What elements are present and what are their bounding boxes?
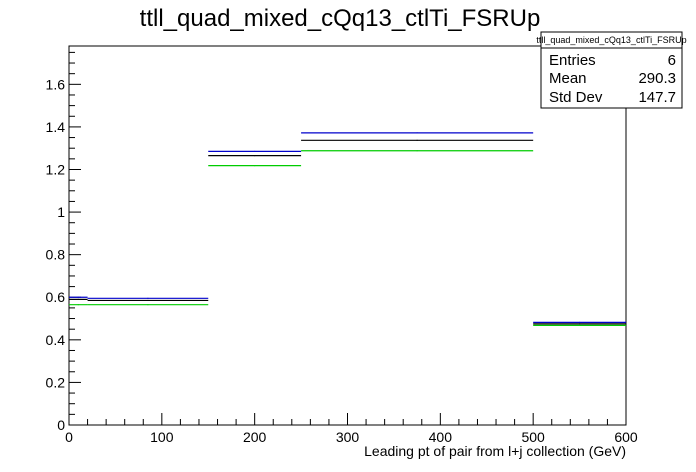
- stats-box-title: ttll_quad_mixed_cQq13_ctlTi_FSRUp: [536, 35, 686, 45]
- stats-box-frame: [540, 31, 683, 109]
- x-tick-label: 300: [336, 429, 360, 445]
- y-tick-label: 0.4: [46, 332, 66, 348]
- x-axis: 0 100 200 300 400 500 600: [65, 413, 638, 445]
- y-tick-label: 1.6: [46, 76, 66, 92]
- histogram-series: [69, 132, 626, 326]
- y-tick-label: 1.2: [46, 161, 66, 177]
- x-axis-title: Leading pt of pair from l+j collection (…: [364, 443, 626, 459]
- y-tick-label: 0.6: [46, 289, 66, 305]
- x-tick-label: 400: [429, 429, 453, 445]
- y-tick-label: 0: [57, 417, 65, 433]
- y-tick-label: 1: [57, 204, 65, 220]
- x-tick-label: 500: [521, 429, 545, 445]
- stats-box: ttll_quad_mixed_cQq13_ctlTi_FSRUp Entrie…: [536, 31, 687, 109]
- stats-stddev-value: 147.7: [638, 89, 676, 106]
- stats-entries-label: Entries: [549, 52, 596, 69]
- y-axis: 0 0.2 0.4 0.6 0.8 1 1.2 1.4 1.6: [46, 51, 81, 433]
- x-tick-label: 0: [65, 429, 73, 445]
- stats-mean-label: Mean: [549, 70, 587, 87]
- stats-entries-value: 6: [668, 52, 676, 69]
- y-tick-label: 0.2: [46, 374, 66, 390]
- stats-mean-value: 290.3: [638, 70, 676, 87]
- x-tick-label: 200: [243, 429, 267, 445]
- x-tick-label: 600: [614, 429, 638, 445]
- y-tick-label: 0.8: [46, 247, 66, 263]
- y-tick-label: 1.4: [46, 119, 66, 135]
- stats-stddev-label: Std Dev: [549, 89, 603, 106]
- chart-title: ttll_quad_mixed_cQq13_ctlTi_FSRUp: [140, 5, 541, 32]
- x-tick-label: 100: [150, 429, 174, 445]
